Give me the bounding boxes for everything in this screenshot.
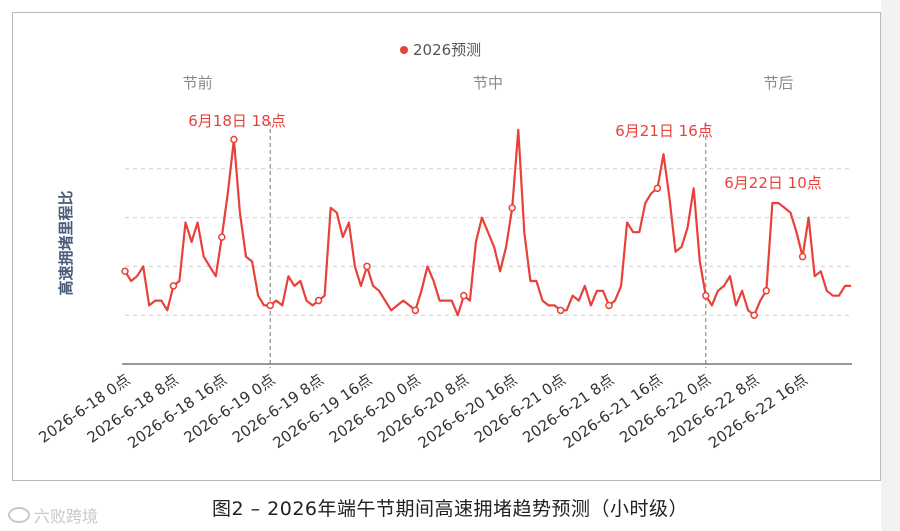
series-line-2026 [124, 128, 851, 317]
figure-caption: 图2 – 2026年端午节期间高速拥堵趋势预测（小时级） [211, 498, 689, 520]
data-point [750, 311, 758, 319]
data-point [508, 204, 516, 212]
peak-annotations: 6月18日 18点 6月21日 16点 6月22日 10点 [188, 112, 822, 192]
watermark: 六败跨境 [8, 503, 98, 527]
data-point [460, 291, 468, 300]
section-labels: 节前 节中 节后 [183, 74, 794, 92]
section-dividers [269, 122, 707, 368]
peak-annotation: 6月18日 18点 [188, 112, 286, 130]
peak-annotation: 6月22日 10点 [724, 174, 822, 192]
line-chart: 节前 节中 节后 2026预测 高速拥堵里程比 6月18日 18点 6月21日 16点… [35, 41, 852, 453]
data-point [314, 296, 323, 305]
watermark-text: 六败跨境 [34, 507, 99, 526]
y-axis-label: 高速拥堵里程比 [57, 190, 75, 295]
data-point [218, 233, 226, 241]
data-point [121, 267, 129, 276]
data-point [363, 262, 371, 271]
legend: 2026预测 [400, 41, 481, 59]
data-point [266, 301, 274, 310]
section-label: 节后 [763, 74, 793, 92]
series-markers [121, 135, 807, 319]
data-point [702, 291, 710, 300]
section-label: 节中 [473, 74, 503, 92]
peak-annotation: 6月21日 16点 [615, 122, 713, 140]
data-point [653, 184, 662, 193]
data-point [762, 287, 771, 295]
data-point [556, 306, 565, 315]
legend-marker [400, 46, 408, 54]
data-point [230, 135, 238, 144]
gridlines [125, 168, 851, 316]
chart-frame [12, 12, 881, 481]
logo-icon [8, 507, 30, 523]
data-point [169, 282, 178, 290]
data-point [605, 301, 613, 310]
section-label: 节前 [183, 74, 213, 92]
data-point [798, 252, 807, 261]
side-strip [881, 0, 900, 531]
legend-label: 2026预测 [413, 41, 481, 59]
data-point [411, 306, 420, 315]
